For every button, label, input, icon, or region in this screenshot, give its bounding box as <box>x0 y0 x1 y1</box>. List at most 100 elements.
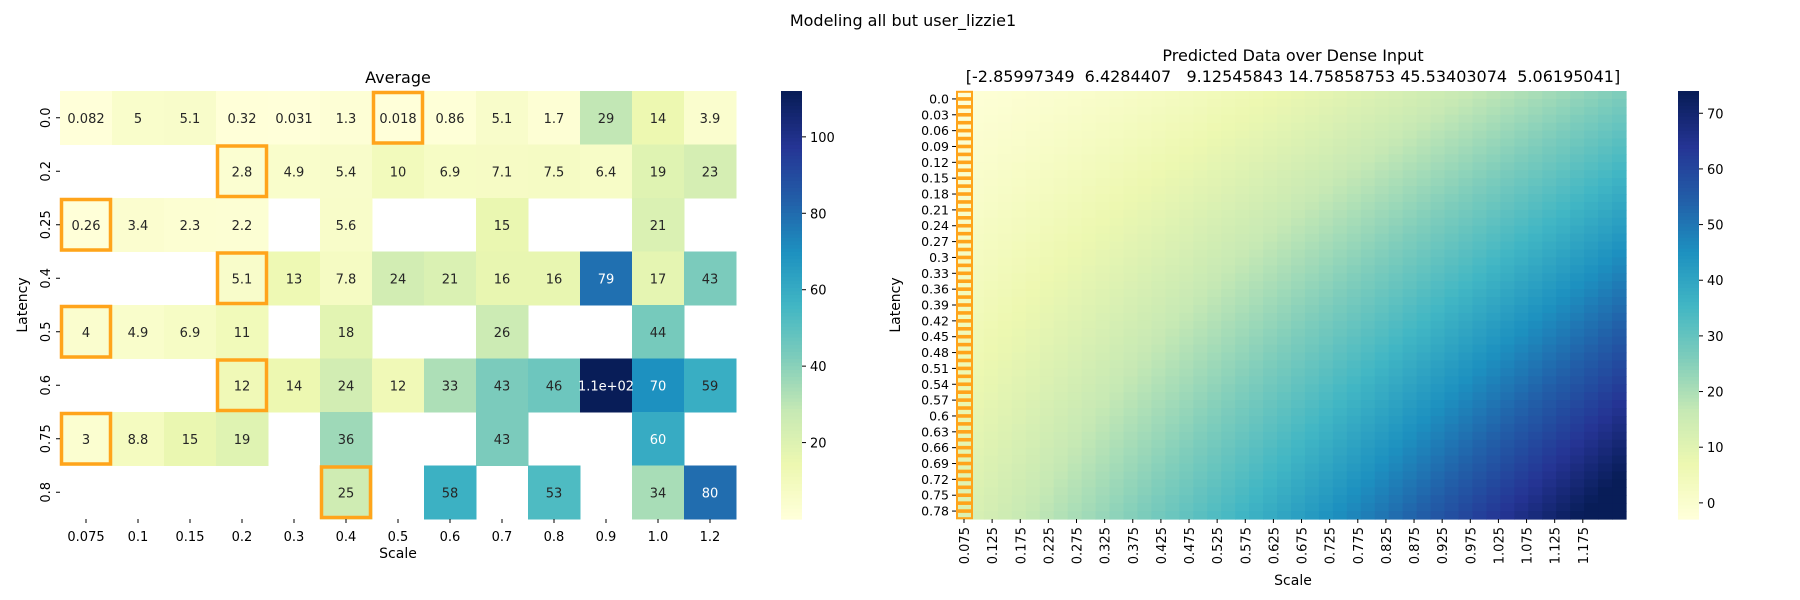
highlight-box <box>956 241 973 250</box>
dense-cell <box>1123 122 1139 132</box>
predicted-colorbar-segment <box>1678 337 1699 342</box>
dense-cell <box>1542 122 1557 132</box>
predicted-colorbar-segment <box>1678 123 1699 128</box>
dense-cell <box>1416 233 1432 243</box>
dense-cell <box>1095 225 1111 235</box>
predicted-colorbar-segment <box>1678 215 1699 220</box>
dense-cell <box>1263 273 1278 282</box>
dense-cell <box>1193 511 1208 520</box>
highlight-box <box>956 407 973 417</box>
dense-cell <box>1416 328 1432 338</box>
dense-cell <box>997 130 1013 140</box>
dense-cell <box>1025 479 1041 488</box>
dense-cell <box>1612 400 1627 409</box>
dense-cell <box>1542 336 1557 346</box>
dense-cell <box>1235 471 1250 480</box>
dense-cell <box>1081 376 1097 385</box>
dense-cell <box>1444 400 1460 409</box>
dense-cell <box>1416 439 1432 449</box>
dense-cell <box>1374 249 1390 259</box>
dense-cell <box>1570 91 1585 100</box>
dense-cell <box>1165 487 1180 496</box>
cell-value-label: 0.26 <box>72 219 101 234</box>
dense-cell <box>1528 281 1543 290</box>
dense-cell <box>1039 423 1055 433</box>
dense-cell <box>1081 423 1097 433</box>
dense-cell <box>1374 328 1390 338</box>
dense-cell <box>1277 114 1292 124</box>
dense-cell <box>1053 249 1069 259</box>
dense-cell <box>1584 241 1599 251</box>
dense-cell <box>1095 114 1111 124</box>
dense-cell <box>1374 415 1390 425</box>
dense-cell <box>1291 479 1306 488</box>
dense-cell <box>1430 336 1446 346</box>
average-colorbar-segment <box>781 340 802 345</box>
dense-cell <box>969 439 985 449</box>
dense-cell <box>1109 447 1125 457</box>
dense-cell <box>1179 328 1194 338</box>
dense-cell <box>1235 336 1250 346</box>
heatmap-cell <box>632 91 685 145</box>
predicted-colorbar-segment <box>1678 362 1699 367</box>
dense-cell <box>1598 336 1613 346</box>
average-colorbar-segment <box>781 390 802 395</box>
dense-cell <box>1472 217 1488 227</box>
dense-cell <box>1304 201 1320 211</box>
dense-cell <box>1151 91 1166 100</box>
dense-cell <box>1207 471 1222 480</box>
x-tick-label: 0.525 <box>1211 527 1226 564</box>
dense-cell <box>1528 194 1543 203</box>
highlight-box <box>956 352 973 361</box>
dense-cell <box>1500 265 1515 274</box>
dense-cell <box>1109 241 1125 251</box>
dense-cell <box>1500 146 1515 156</box>
dense-cell <box>1542 384 1557 393</box>
dense-cell <box>1528 241 1543 251</box>
average-colorbar-segment <box>781 494 802 499</box>
dense-cell <box>997 431 1013 441</box>
dense-cell <box>1500 233 1515 243</box>
dense-cell <box>1081 217 1097 227</box>
dense-cell <box>1277 384 1292 393</box>
dense-cell <box>1193 400 1208 409</box>
dense-cell <box>1444 297 1460 306</box>
dense-cell <box>1304 241 1320 251</box>
dense-cell <box>1081 225 1097 235</box>
average-colorbar-segment <box>781 376 802 381</box>
dense-cell <box>1388 162 1404 171</box>
dense-cell <box>1318 194 1334 203</box>
dense-cell <box>1179 471 1194 480</box>
dense-cell <box>1514 201 1529 211</box>
dense-cell <box>1095 423 1111 433</box>
dense-cell <box>1263 178 1278 187</box>
dense-cell <box>1332 360 1348 370</box>
dense-cell <box>1025 423 1041 433</box>
dense-cell <box>1011 146 1027 156</box>
dense-cell <box>1584 91 1599 100</box>
dense-cell <box>1109 257 1125 266</box>
dense-cell <box>1179 106 1194 116</box>
dense-cell <box>956 170 971 179</box>
dense-cell <box>1416 154 1432 163</box>
heatmap-cell <box>112 305 165 359</box>
dense-cell <box>1039 352 1055 362</box>
dense-cell <box>1137 471 1153 480</box>
dense-cell <box>1444 415 1460 425</box>
dense-cell <box>1123 114 1139 124</box>
dense-cell <box>1486 511 1501 520</box>
dense-cell <box>1221 194 1236 203</box>
dense-cell <box>1514 455 1529 465</box>
average-colorbar-segment <box>781 397 802 402</box>
dense-cell <box>1067 320 1083 330</box>
dense-cell <box>1332 344 1348 354</box>
dense-cell <box>1402 106 1418 116</box>
dense-cell <box>1486 423 1501 433</box>
dense-cell <box>1444 376 1460 385</box>
dense-cell <box>1584 106 1599 116</box>
dense-cell <box>1137 209 1153 219</box>
dense-cell <box>1514 209 1529 219</box>
dense-cell <box>1109 328 1125 338</box>
dense-cell <box>1123 162 1139 171</box>
